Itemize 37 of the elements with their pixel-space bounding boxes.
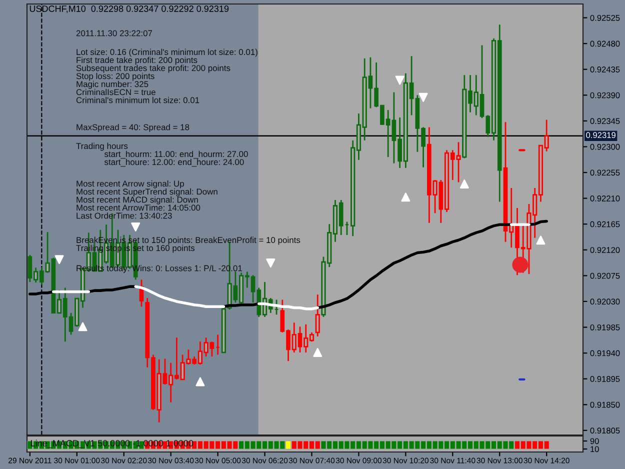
annotation: 2011.11.30 23:22:07 (76, 30, 152, 36)
y-tick-label: 0.92165 (590, 221, 620, 228)
y-tick-label: 0.91940 (590, 350, 620, 356)
y-tick-label: 0.92030 (590, 298, 620, 305)
y-tick-label: 90 (590, 438, 599, 444)
ref-line-label: 0.92319 (586, 132, 616, 138)
y-tick-label: 0.92345 (590, 118, 620, 124)
point (131, 222, 140, 232)
y-tick-label: 0.92210 (590, 195, 620, 202)
y-tick-label: 0.91895 (590, 376, 620, 382)
point (395, 76, 404, 85)
point (266, 258, 276, 268)
y-tick-label: 0.92255 (590, 170, 620, 176)
y-tick-label: 0.92120 (590, 247, 620, 253)
point (54, 255, 64, 264)
point (536, 236, 546, 245)
y-tick-label: 0.92480 (590, 40, 620, 47)
y-tick-label: 0.92075 (590, 272, 620, 279)
point (78, 322, 88, 332)
y-tick-label: 0.91805 (590, 428, 620, 434)
y-tick-label: 0.92525 (590, 14, 620, 21)
y-tick-label: 10 (590, 446, 599, 452)
point (196, 377, 205, 386)
point (512, 256, 528, 273)
point (418, 92, 428, 102)
y-tick-label: 0.92390 (590, 92, 620, 98)
point (313, 348, 322, 357)
y-tick-label: 0.91850 (590, 402, 620, 408)
chart-title: USDCHF,M10 0.92298 0.92347 0.92292 0.92319 (30, 6, 229, 13)
point (401, 192, 410, 202)
annotation: Trading hours start_hourm: 11.00: end_hourm: 27.00 start_houre: 12.00: end_houre: 24.00 (76, 142, 248, 167)
y-tick-label: 0.91985 (590, 324, 620, 330)
y-tick-label: 0.92435 (590, 66, 620, 72)
annotation: Lot size: 0.16 (Criminal's minimum lot size: 0.01) First trade take profit: 200 points Subsequent trades take profit: 200 points Stop loss: 200 points Magic number: 325 CriminalIsECN = true Criminal's minimum lot size: 0.01 (76, 48, 258, 104)
y-tick-label: 0.92300 (590, 144, 620, 150)
annotation: MaxSpread = 40: Spread = 18 (76, 124, 190, 132)
point (460, 179, 469, 188)
